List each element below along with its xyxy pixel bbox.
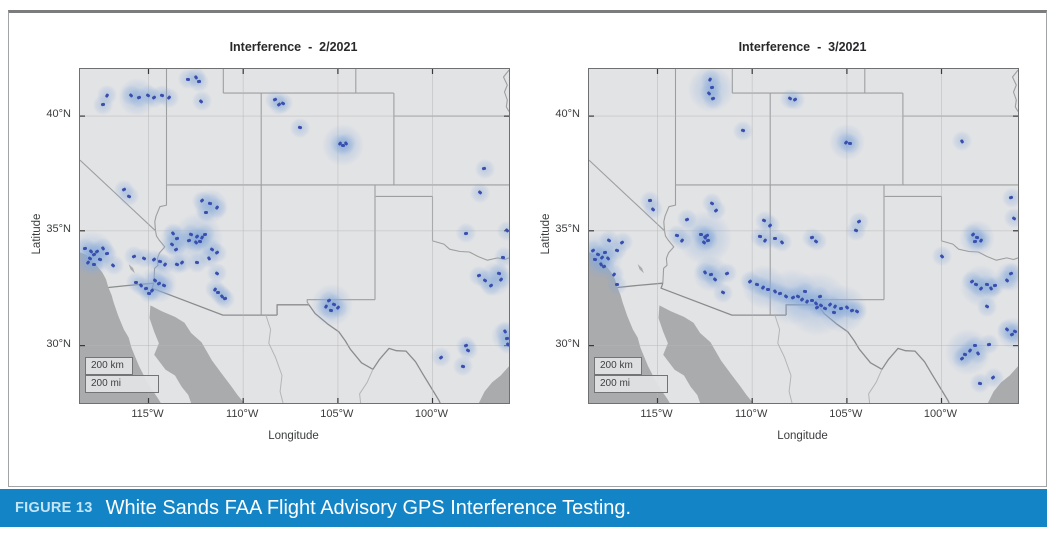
state-border-sonora-chihuahua	[774, 314, 793, 403]
scalebar-mi: 200 mi	[594, 375, 668, 393]
cluster-glow	[688, 69, 735, 112]
map-title: Interference - 2/2021	[229, 40, 358, 54]
scalebar-mi: 200 mi	[85, 375, 159, 393]
cluster-glow	[194, 188, 228, 223]
y-axis-title: Latitude	[31, 213, 43, 255]
y-tick-label: 30°N	[46, 337, 71, 350]
state-border-missouri-river	[1011, 69, 1018, 112]
ocean-polygon-gulf-of-mexico	[478, 366, 509, 403]
scatter-point	[463, 231, 468, 235]
scatter-point	[972, 344, 977, 348]
caption-label: FIGURE 13	[15, 500, 93, 516]
x-tick-label: 115°W	[131, 408, 164, 420]
x-tick-label: 105°W	[829, 408, 863, 420]
point-halo	[497, 333, 509, 356]
state-border-chihuahua-coahuila	[359, 369, 374, 403]
state-border-ca-nv	[589, 159, 665, 232]
scatter-point	[766, 287, 771, 291]
y-tick-label: 40°N	[46, 108, 71, 121]
x-tick-label: 100°W	[923, 408, 958, 420]
scalebar-km: 200 km	[594, 357, 642, 375]
point-halo	[1003, 207, 1018, 230]
cluster-glow	[945, 329, 992, 376]
ocean-polygon-gulf-of-mexico	[987, 366, 1018, 403]
x-axis-title: Longitude	[268, 430, 319, 442]
y-tick-label: 35°N	[555, 222, 580, 235]
y-axis-title: Latitude	[540, 213, 552, 255]
scatter-point	[328, 308, 334, 312]
scatter-point	[847, 141, 852, 146]
cluster-glow	[491, 321, 509, 352]
ocean-polygon-salton-sea	[128, 264, 135, 274]
y-tick-label: 35°N	[46, 222, 71, 235]
scatter-point	[143, 286, 149, 291]
x-axis-title: Longitude	[777, 430, 828, 442]
map-plot: 200 km 200 mi	[79, 68, 510, 404]
caption-text: White Sands FAA Flight Advisory GPS Inte…	[105, 496, 632, 519]
y-tick-label: 30°N	[555, 337, 580, 350]
scatter-point	[134, 280, 139, 284]
scatter-point	[82, 246, 88, 250]
country-border-az-mx	[660, 282, 787, 316]
basemap-svg	[589, 69, 1018, 403]
x-tick-label: 105°W	[320, 408, 354, 420]
scatter-point	[91, 262, 96, 266]
state-border-missouri-river	[502, 69, 509, 112]
cluster-glow	[997, 316, 1018, 349]
map-title: Interference - 3/2021	[738, 40, 867, 54]
state-border-ca-nv	[80, 159, 156, 232]
scatter-point	[460, 364, 466, 369]
x-tick-label: 110°W	[735, 408, 768, 420]
scatter-point	[592, 257, 598, 262]
ocean-polygon-gulf-of-california	[149, 305, 245, 403]
ocean-polygon-salton-sea	[637, 264, 644, 274]
country-border-ca-mx	[617, 282, 663, 289]
state-border-red-river	[432, 240, 509, 261]
land-background	[80, 69, 509, 403]
state-border-nv-az	[154, 184, 168, 231]
state-border-ca-az	[662, 230, 675, 284]
scatter-point	[203, 232, 208, 236]
point-halo	[1004, 320, 1018, 343]
ocean-polygon-gulf-of-california	[658, 305, 754, 403]
x-tick-label: 100°W	[414, 408, 449, 420]
state-border-sonora-chihuahua	[265, 314, 284, 403]
scalebar-km: 200 km	[85, 357, 133, 375]
map-plot: 200 km 200 mi	[588, 68, 1019, 404]
basemap-svg	[80, 69, 509, 403]
scatter-point	[614, 283, 619, 287]
x-tick-label: 115°W	[640, 408, 673, 420]
point-halo	[496, 219, 509, 242]
figure-frame	[8, 10, 1047, 487]
state-border-chihuahua-coahuila	[868, 369, 883, 403]
country-border-rio-grande	[308, 304, 441, 403]
x-tick-label: 110°W	[226, 408, 259, 420]
point-halo	[492, 246, 509, 269]
y-tick-label: 40°N	[555, 108, 580, 121]
caption-bar: FIGURE 13 White Sands FAA Flight Advisor…	[0, 489, 1047, 527]
state-border-nv-az	[663, 184, 677, 231]
scatter-point	[207, 201, 213, 206]
scatter-point	[186, 77, 191, 81]
country-border-nm-bootheel	[276, 304, 309, 316]
cluster-glow	[994, 261, 1018, 292]
